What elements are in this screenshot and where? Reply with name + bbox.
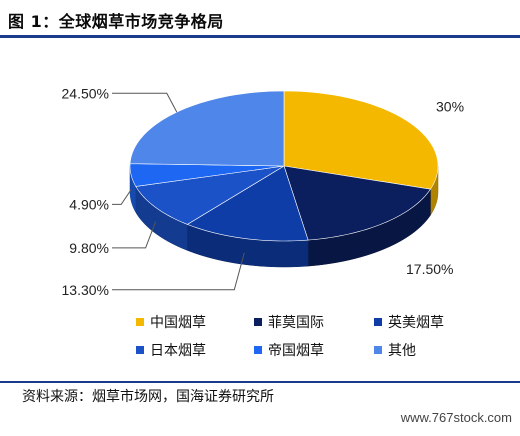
pie-slice-0 bbox=[283, 90, 439, 190]
legend-swatch-1 bbox=[254, 318, 262, 326]
legend-swatch-3 bbox=[136, 346, 144, 354]
legend-swatch-0 bbox=[136, 318, 144, 326]
figure-title: 图 1：全球烟草市场竞争格局 bbox=[8, 12, 224, 31]
pie-slice-3 bbox=[135, 165, 285, 225]
pie-slice-1 bbox=[283, 165, 431, 241]
legend-label-2: 英美烟草 bbox=[388, 315, 444, 331]
pie-chart: 30% 17.50% 13.30% 9.80% 4.90% 24.50% bbox=[62, 85, 465, 297]
legend-swatch-4 bbox=[254, 346, 262, 354]
legend-label-0: 中国烟草 bbox=[150, 315, 206, 331]
legend-item-4: 帝国烟草 bbox=[254, 340, 374, 360]
slice-label-5: 24.50% bbox=[62, 85, 109, 101]
pie-labels: 30% 17.50% 13.30% 9.80% 4.90% 24.50% bbox=[62, 85, 465, 297]
leader-line-4 bbox=[112, 189, 132, 205]
source-note: 资料来源：烟草市场网，国海证券研究所 bbox=[22, 389, 274, 405]
legend-label-3: 日本烟草 bbox=[150, 343, 206, 359]
legend-swatch-5 bbox=[374, 346, 382, 354]
slice-label-3: 9.80% bbox=[69, 240, 109, 256]
leader-line-5 bbox=[112, 92, 178, 113]
legend-swatch-2 bbox=[374, 318, 382, 326]
pie-tops bbox=[129, 90, 439, 242]
legend-item-1: 菲莫国际 bbox=[254, 312, 374, 332]
leader-line-3 bbox=[112, 221, 157, 249]
leader-line-2 bbox=[112, 252, 245, 291]
slice-label-2: 13.30% bbox=[62, 282, 109, 298]
legend-item-5: 其他 bbox=[374, 340, 474, 360]
legend-item-3: 日本烟草 bbox=[136, 340, 254, 360]
slice-label-1: 17.50% bbox=[406, 261, 453, 277]
pie-slice-4 bbox=[129, 163, 285, 187]
legend-label-1: 菲莫国际 bbox=[268, 315, 324, 331]
title-rule bbox=[0, 35, 520, 38]
watermark: www.767stock.com bbox=[400, 410, 512, 425]
legend-label-5: 其他 bbox=[388, 343, 416, 359]
pie-slice-2 bbox=[186, 165, 309, 242]
chart-legend: 中国烟草 菲莫国际 英美烟草日本烟草 帝国烟草 其他 bbox=[136, 312, 476, 360]
legend-item-0: 中国烟草 bbox=[136, 312, 254, 332]
pie-slice-5 bbox=[129, 90, 285, 167]
legend-label-4: 帝国烟草 bbox=[268, 343, 324, 359]
legend-item-2: 英美烟草 bbox=[374, 312, 474, 332]
source-rule bbox=[0, 381, 520, 383]
slice-label-4: 4.90% bbox=[69, 196, 109, 212]
slice-label-0: 30% bbox=[436, 99, 464, 115]
